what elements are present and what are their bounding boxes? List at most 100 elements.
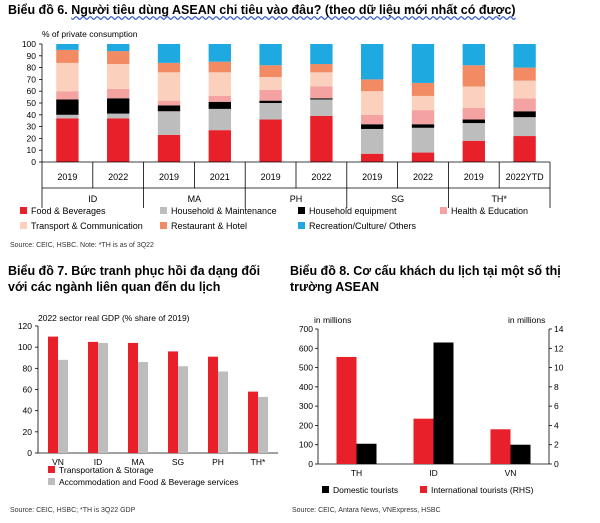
chart7-xtick-label: MA <box>132 457 145 467</box>
chart8-ytick-left-label: 400 <box>299 382 313 392</box>
chart6-xtick-label: 2022 <box>413 172 433 182</box>
chart6-bar-segment <box>411 152 435 162</box>
chart6-title: Biểu đồ 6. Người tiêu dùng ASEAN chi tiê… <box>8 2 598 18</box>
chart8-ytick-right-label: 0 <box>554 459 559 469</box>
chart8-xtick-label: VN <box>505 468 517 478</box>
chart6-ytick-label: 0 <box>31 157 36 167</box>
chart8-ytick-right-label: 6 <box>554 401 559 411</box>
chart6-ytick-label: 60 <box>27 86 37 96</box>
chart7-xtick-label: TH* <box>251 457 266 467</box>
chart6-bar-segment <box>361 153 384 162</box>
chart6-ytick-label: 10 <box>27 145 37 155</box>
chart6-bar-segment <box>513 67 536 81</box>
chart7-bar <box>168 351 178 453</box>
chart6-bar-segment <box>107 44 130 52</box>
chart6-legend-label: Recreation/Culture/ Others <box>309 221 417 231</box>
chart8-ytick-left-label: 100 <box>299 440 313 450</box>
chart6-bar-segment <box>513 111 536 118</box>
chart6-bar-segment <box>259 119 282 162</box>
chart7-bar <box>128 342 138 453</box>
chart7-ylabel: 2022 sector real GDP (% share of 2019) <box>38 313 190 323</box>
chart6-xtick-label: 2019 <box>261 172 281 182</box>
chart6-ytick-label: 30 <box>27 122 37 132</box>
chart8-ylabel-right: in millions <box>508 315 545 325</box>
chart6-legend-label: Health & Education <box>451 206 528 216</box>
chart7-svg: 2022 sector real GDP (% share of 2019) 0 2… <box>18 313 278 487</box>
chart6-bar-segment <box>157 100 181 106</box>
chart6-bar-segment <box>513 98 536 112</box>
chart6-bar-segment <box>361 114 384 125</box>
chart6-bar-segment <box>56 91 79 100</box>
chart7-bar <box>58 359 68 453</box>
chart6-bar-segment <box>361 44 384 80</box>
chart6-bar-segment <box>208 61 231 73</box>
chart8-ytick-right-label: 4 <box>554 420 559 430</box>
chart6-group-label: PH <box>290 194 303 204</box>
chart6-ytick-label: 80 <box>27 63 37 73</box>
chart6-bar-segment <box>411 110 435 125</box>
chart6-bar-segment <box>259 100 282 103</box>
chart8-ytick-left-label: 600 <box>299 343 313 353</box>
chart8-legend-label: Domestic tourists <box>333 485 398 495</box>
chart8-ytick-left-label: 500 <box>299 363 313 373</box>
chart6-bar-segment <box>462 107 485 120</box>
chart7-bar <box>98 342 108 453</box>
chart6-bar-segment <box>361 79 384 92</box>
chart6-legend-swatch <box>440 207 447 214</box>
chart6-bar-segment <box>361 91 384 115</box>
chart8-ytick-left-label: 700 <box>299 324 313 334</box>
chart7-bar <box>178 366 188 453</box>
chart6-bar-segment <box>462 140 485 162</box>
chart6-bar-segment <box>513 136 536 162</box>
chart7-title-label: Biểu đồ 7. <box>8 264 68 278</box>
chart8-title-text: Cơ cấu khách du lịch tại một số thị trườ… <box>290 264 561 294</box>
chart6-source: Source: CEIC, HSBC. Note: *TH is as of 3… <box>10 242 154 249</box>
chart6-bar-segment <box>208 44 231 62</box>
chart6-xtick-label: 2022 <box>108 172 128 182</box>
chart8-xtick-label: ID <box>429 468 438 478</box>
chart7-ytick-label: 100 <box>18 342 32 352</box>
chart6-bar-segment <box>259 90 282 101</box>
chart6-title-text: Người tiêu dùng ASEAN chi tiêu vào đâu? … <box>71 3 516 17</box>
chart6-bar-segment <box>157 44 181 63</box>
chart6-bar-segment <box>208 72 231 96</box>
chart6-bar-segment <box>56 62 79 92</box>
chart6-bar-segment <box>56 44 79 50</box>
chart8-ytick-right-label: 10 <box>554 363 564 373</box>
chart6-xtick-label: 2022 <box>311 172 331 182</box>
chart6-bar-segment <box>462 65 485 87</box>
chart6-bar-segment <box>310 115 333 162</box>
chart7-legend-label: Transportation & Storage <box>59 465 154 475</box>
chart6-group-label: TH* <box>491 194 507 204</box>
chart6-bar-segment <box>56 49 79 63</box>
chart6-bar-segment <box>361 124 384 129</box>
chart6-bar-segment <box>513 117 536 137</box>
chart6-xtick-label: 2019 <box>464 172 484 182</box>
chart8-bar <box>510 444 531 464</box>
chart8-ytick-right-label: 14 <box>554 324 564 334</box>
chart6-bar-segment <box>361 128 384 154</box>
chart6-group-label: ID <box>88 194 98 204</box>
chart8-ytick-right-label: 2 <box>554 440 559 450</box>
chart8-xtick-label: TH <box>351 468 362 478</box>
chart7-bar <box>258 396 268 453</box>
chart6-ylabel: % of private consumption <box>42 29 138 39</box>
chart7-xtick-label: ID <box>94 457 103 467</box>
chart6-ytick-label: 40 <box>27 110 37 120</box>
chart6-bar-segment <box>208 95 231 102</box>
chart6-bar-segment <box>208 130 231 162</box>
chart6-bar-segment <box>310 64 333 73</box>
chart7-legend-label: Accommodation and Food & Beverage servic… <box>59 477 239 487</box>
chart7-ytick-label: 20 <box>23 427 33 437</box>
chart6-bar-segment <box>208 108 231 131</box>
chart6-bar-segment <box>208 101 231 109</box>
chart8-title-label: Biểu đồ 8. <box>290 264 350 278</box>
chart6-bar-segment <box>411 44 435 83</box>
chart7-bar <box>138 361 148 453</box>
chart6-bar-segment <box>411 124 435 128</box>
chart8-ytick-right-label: 12 <box>554 343 564 353</box>
chart7-bar <box>218 371 228 453</box>
chart6-bar-segment <box>411 127 435 153</box>
chart6-bar-segment <box>107 88 130 99</box>
chart7-ytick-label: 0 <box>27 448 32 458</box>
